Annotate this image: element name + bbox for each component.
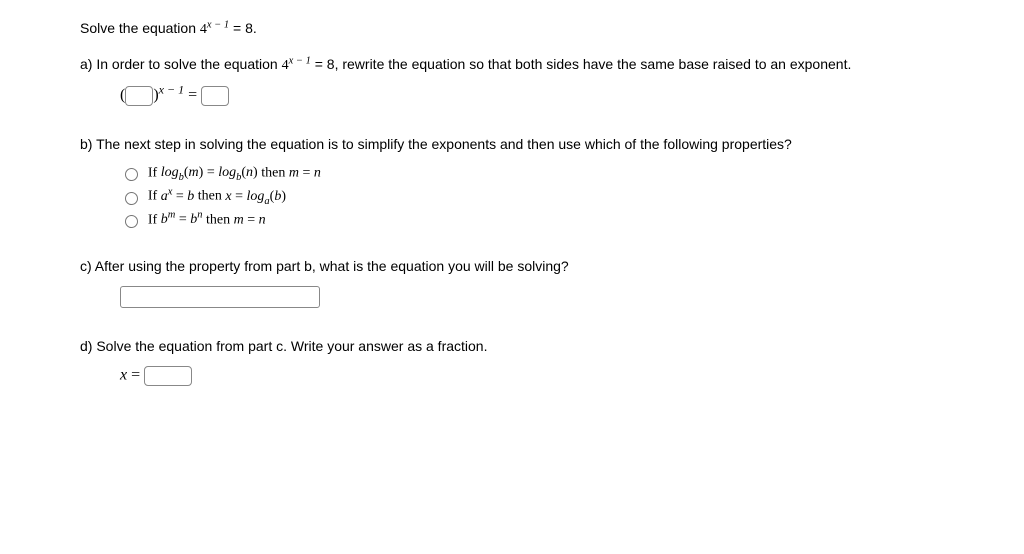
part-d-input[interactable] bbox=[144, 366, 192, 386]
option-3-radio[interactable] bbox=[125, 215, 138, 228]
option-2-label: If ax = b then x = loga(b) bbox=[148, 189, 286, 204]
eq-equals: = bbox=[184, 87, 201, 104]
option-1-radio[interactable] bbox=[125, 168, 138, 181]
part-b: b) The next step in solving the equation… bbox=[80, 136, 944, 228]
part-c-input[interactable] bbox=[120, 286, 320, 308]
part-a-rhs-input[interactable] bbox=[201, 86, 229, 106]
eq-sup: x − 1 bbox=[159, 82, 184, 96]
option-2-row: If ax = b then x = loga(b) bbox=[120, 187, 944, 204]
option-3-label: If bm = bn then m = n bbox=[148, 212, 266, 227]
option-3-tail: m = n bbox=[234, 212, 266, 227]
option-2-body: ax = b bbox=[161, 189, 195, 204]
part-d: d) Solve the equation from part c. Write… bbox=[80, 338, 944, 386]
part-a-after: = 8, rewrite the equation so that both s… bbox=[311, 56, 852, 72]
part-b-options: If logb(m) = logb(n) then m = n If ax = … bbox=[120, 164, 944, 228]
option-2-post: then bbox=[194, 189, 225, 204]
option-1-pre: If bbox=[148, 165, 161, 180]
option-1-tail: m = n bbox=[289, 165, 321, 180]
part-a-sup: x − 1 bbox=[289, 55, 311, 66]
option-3-post: then bbox=[202, 212, 233, 227]
part-c: c) After using the property from part b,… bbox=[80, 258, 944, 308]
part-a-equation: ()x − 1 = bbox=[120, 86, 944, 106]
prompt-text-before: Solve the equation bbox=[80, 20, 200, 36]
part-a-expr: 4x − 1 bbox=[282, 58, 311, 73]
option-3-row: If bm = bn then m = n bbox=[120, 211, 944, 228]
prompt-expr: 4x − 1 bbox=[200, 22, 229, 37]
option-3-body: bm = bn bbox=[161, 212, 203, 227]
part-d-equation: x = bbox=[120, 366, 944, 386]
option-2-radio[interactable] bbox=[125, 192, 138, 205]
option-1-label: If logb(m) = logb(n) then m = n bbox=[148, 165, 321, 180]
part-a-base: 4 bbox=[282, 58, 289, 73]
option-2-pre: If bbox=[148, 189, 161, 204]
option-1-post: then bbox=[258, 165, 289, 180]
problem-prompt: Solve the equation 4x − 1 = 8. bbox=[80, 20, 944, 38]
option-2-tail: x = loga(b) bbox=[225, 189, 286, 204]
prompt-sup: x − 1 bbox=[207, 19, 229, 30]
option-1-row: If logb(m) = logb(n) then m = n bbox=[120, 164, 944, 181]
part-c-text: c) After using the property from part b,… bbox=[80, 258, 944, 274]
part-c-input-wrap bbox=[120, 286, 944, 308]
part-a: a) In order to solve the equation 4x − 1… bbox=[80, 56, 944, 106]
part-a-text: a) In order to solve the equation 4x − 1… bbox=[80, 56, 944, 74]
part-b-text: b) The next step in solving the equation… bbox=[80, 136, 944, 152]
option-3-pre: If bbox=[148, 212, 161, 227]
prompt-base: 4 bbox=[200, 22, 207, 37]
option-1-body: logb(m) = logb(n) bbox=[161, 165, 258, 180]
part-a-base-input[interactable] bbox=[125, 86, 153, 106]
prompt-text-after: = 8. bbox=[229, 20, 257, 36]
part-d-equals: = bbox=[127, 367, 144, 384]
part-a-before: a) In order to solve the equation bbox=[80, 56, 282, 72]
part-d-text: d) Solve the equation from part c. Write… bbox=[80, 338, 944, 354]
